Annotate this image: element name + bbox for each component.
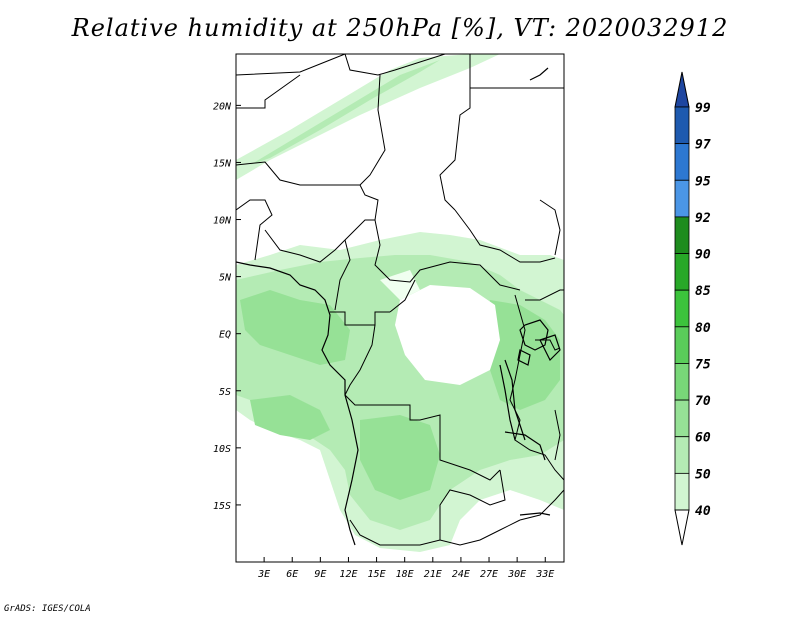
- colorbar-bottom-arrow: [674, 509, 690, 546]
- x-tick-label: 12E: [339, 569, 357, 580]
- y-tick-label: 10N: [213, 216, 232, 227]
- colorbar-label: 40: [695, 504, 711, 519]
- map-title: Relative humidity at 250hPa [%], VT: 202…: [71, 14, 729, 42]
- x-tick-label: 6E: [286, 569, 298, 580]
- coastline: [236, 67, 561, 546]
- y-tick-label: 5N: [219, 273, 232, 284]
- colorbar-label: 80: [695, 321, 711, 336]
- colorbar-label: 60: [695, 431, 711, 446]
- colorbar-label: 90: [695, 248, 711, 263]
- colorbar-box: [674, 143, 690, 181]
- colorbar-box: [674, 289, 690, 328]
- humidity-core-south: [360, 415, 440, 500]
- x-axis: 3E 6E 9E 12E 15E 18E 21E 24E 27E 30E 33E: [257, 557, 554, 580]
- y-tick-label: 15N: [213, 158, 232, 169]
- colorbar-box: [674, 106, 690, 145]
- colorbar-box: [674, 399, 690, 438]
- colorbar: 40 50 60 70 75 80 85 90 92 95 97 99: [674, 71, 711, 546]
- map-frame: [235, 53, 565, 563]
- humidity-core-southwest: [250, 395, 330, 440]
- humidity-band-north-core: [250, 60, 440, 165]
- y-tick-label: 5S: [219, 387, 231, 398]
- y-axis: 20N 15N 10N 5N EQ 5S 10S 15S: [213, 101, 241, 512]
- x-tick-label: 30E: [507, 569, 526, 580]
- credit-text: GrADS: IGES/COLA: [4, 604, 91, 614]
- x-tick-label: 33E: [535, 569, 554, 580]
- x-tick-label: 24E: [452, 569, 470, 580]
- humidity-field: [236, 54, 564, 552]
- colorbar-label: 75: [695, 357, 711, 372]
- colorbar-top-arrow: [674, 71, 690, 108]
- colorbar-label: 85: [695, 284, 711, 299]
- x-tick-label: 9E: [314, 569, 326, 580]
- country-borders: [236, 54, 564, 546]
- colorbar-box: [674, 472, 690, 511]
- colorbar-label: 99: [695, 101, 711, 116]
- humidity-dry-region: [395, 285, 500, 385]
- x-tick-label: 18E: [396, 569, 414, 580]
- y-tick-label: 10S: [213, 444, 231, 455]
- colorbar-box: [674, 363, 690, 401]
- x-tick-label: 15E: [368, 569, 386, 580]
- y-tick-label: EQ: [219, 330, 231, 341]
- colorbar-label: 50: [695, 467, 711, 482]
- y-tick-label: 15S: [213, 501, 231, 512]
- x-tick-label: 27E: [480, 569, 498, 580]
- humidity-core-west: [240, 290, 350, 365]
- y-tick-label: 20N: [213, 101, 232, 112]
- colorbar-box: [674, 216, 690, 254]
- colorbar-label: 97: [695, 138, 711, 153]
- x-tick-label: 3E: [257, 569, 270, 580]
- colorbar-label: 70: [695, 394, 711, 409]
- humidity-dry-spot: [380, 270, 420, 300]
- colorbar-label: 95: [695, 174, 711, 189]
- colorbar-label: 92: [695, 211, 711, 226]
- colorbar-box: [674, 436, 690, 474]
- colorbar-box: [674, 179, 690, 218]
- colorbar-box: [674, 253, 690, 291]
- x-tick-label: 21E: [424, 569, 442, 580]
- colorbar-box: [674, 326, 690, 364]
